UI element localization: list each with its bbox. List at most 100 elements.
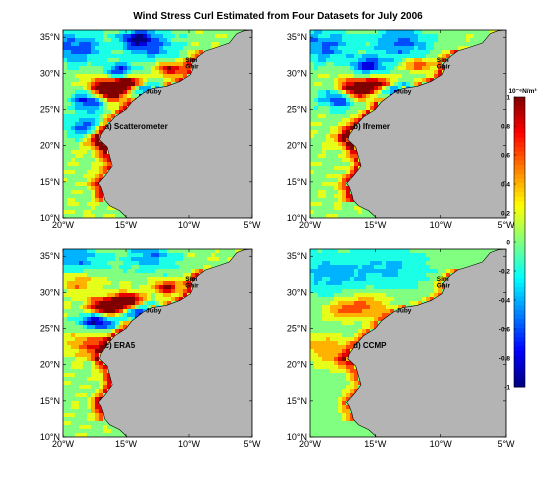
heatmap-cell: [95, 30, 99, 34]
heatmap-cell: [211, 261, 215, 265]
heatmap-cell: [326, 98, 330, 102]
heatmap-cell: [79, 134, 83, 138]
heatmap-cell: [398, 34, 402, 38]
heatmap-cell: [79, 210, 83, 214]
heatmap-cell: [378, 50, 382, 54]
heatmap-cell: [143, 277, 147, 281]
heatmap-cell: [474, 42, 478, 46]
heatmap-cell: [79, 269, 83, 273]
heatmap-cell: [410, 62, 414, 66]
heatmap-cell: [119, 249, 123, 253]
heatmap-cell: [338, 214, 342, 218]
heatmap-cell: [426, 62, 430, 66]
heatmap-cell: [410, 30, 414, 34]
heatmap-cell: [386, 38, 390, 42]
heatmap-cell: [334, 130, 338, 134]
heatmap-cell: [67, 202, 71, 206]
heatmap-cell: [231, 249, 235, 253]
heatmap-cell: [83, 265, 87, 269]
heatmap-cell: [103, 94, 107, 98]
heatmap-cell: [111, 273, 115, 277]
heatmap-cell: [71, 138, 75, 142]
heatmap-cell: [366, 210, 370, 214]
heatmap-cell: [338, 90, 342, 94]
heatmap-cell: [123, 98, 127, 102]
heatmap-cell: [362, 34, 366, 38]
heatmap-cell: [143, 261, 147, 265]
heatmap-cell: [127, 74, 131, 78]
heatmap-cell: [111, 70, 115, 74]
heatmap-cell: [83, 269, 87, 273]
heatmap-cell: [362, 78, 366, 82]
heatmap-cell: [147, 62, 151, 66]
heatmap-cell: [67, 142, 71, 146]
heatmap-cell: [71, 30, 75, 34]
heatmap-cell: [67, 273, 71, 277]
heatmap-cell: [314, 206, 318, 210]
heatmap-cell: [79, 38, 83, 42]
heatmap-cell: [91, 150, 95, 154]
heatmap-cell: [67, 70, 71, 74]
heatmap-cell: [63, 70, 67, 74]
heatmap-cell: [123, 66, 127, 70]
heatmap-cell: [374, 62, 378, 66]
heatmap-cell: [191, 54, 195, 58]
heatmap-cell: [338, 118, 342, 122]
heatmap-cell: [426, 74, 430, 78]
x-tick-label: 5°W: [497, 220, 515, 230]
heatmap-cell: [310, 166, 314, 170]
heatmap-cell: [346, 210, 350, 214]
heatmap-cell: [83, 114, 87, 118]
heatmap-cell: [67, 94, 71, 98]
heatmap-cell: [79, 178, 83, 182]
heatmap-cell: [386, 62, 390, 66]
heatmap-cell: [87, 122, 91, 126]
heatmap-cell: [83, 142, 87, 146]
heatmap-cell: [155, 46, 159, 50]
heatmap-cell: [147, 261, 151, 265]
heatmap-cell: [346, 46, 350, 50]
heatmap-cell: [103, 214, 107, 218]
heatmap-cell: [131, 50, 135, 54]
heatmap-cell: [63, 142, 67, 146]
heatmap-cell: [414, 62, 418, 66]
heatmap-cell: [386, 70, 390, 74]
heatmap-cell: [67, 249, 71, 253]
heatmap-cell: [326, 114, 330, 118]
heatmap-cell: [75, 110, 79, 114]
heatmap-cell: [71, 62, 75, 66]
heatmap-cell: [71, 66, 75, 70]
heatmap-cell: [334, 90, 338, 94]
heatmap-cell: [314, 174, 318, 178]
y-tick-label: 20°N: [40, 141, 60, 151]
heatmap-cell: [183, 42, 187, 46]
heatmap-cell: [382, 34, 386, 38]
heatmap-cell: [79, 126, 83, 130]
heatmap-cell: [75, 98, 79, 102]
heatmap-cell: [139, 253, 143, 257]
heatmap-cell: [314, 126, 318, 130]
heatmap-cell: [330, 82, 334, 86]
heatmap-cell: [342, 194, 346, 198]
heatmap-cell: [398, 30, 402, 34]
heatmap-cell: [167, 269, 171, 273]
heatmap-cell: [71, 106, 75, 110]
heatmap-cell: [155, 34, 159, 38]
heatmap-cell: [119, 273, 123, 277]
heatmap-cell: [163, 261, 167, 265]
heatmap-cell: [191, 34, 195, 38]
heatmap-cell: [87, 34, 91, 38]
heatmap-cell: [67, 257, 71, 261]
heatmap-cell: [159, 78, 163, 82]
heatmap-cell: [342, 54, 346, 58]
heatmap-cell: [191, 30, 195, 34]
heatmap-cell: [215, 261, 219, 265]
heatmap-cell: [338, 150, 342, 154]
heatmap-cell: [171, 74, 175, 78]
heatmap-cell: [63, 273, 67, 277]
heatmap-cell: [318, 110, 322, 114]
heatmap-cell: [378, 62, 382, 66]
heatmap-cell: [386, 42, 390, 46]
heatmap-cell: [159, 30, 163, 34]
heatmap-cell: [103, 46, 107, 50]
